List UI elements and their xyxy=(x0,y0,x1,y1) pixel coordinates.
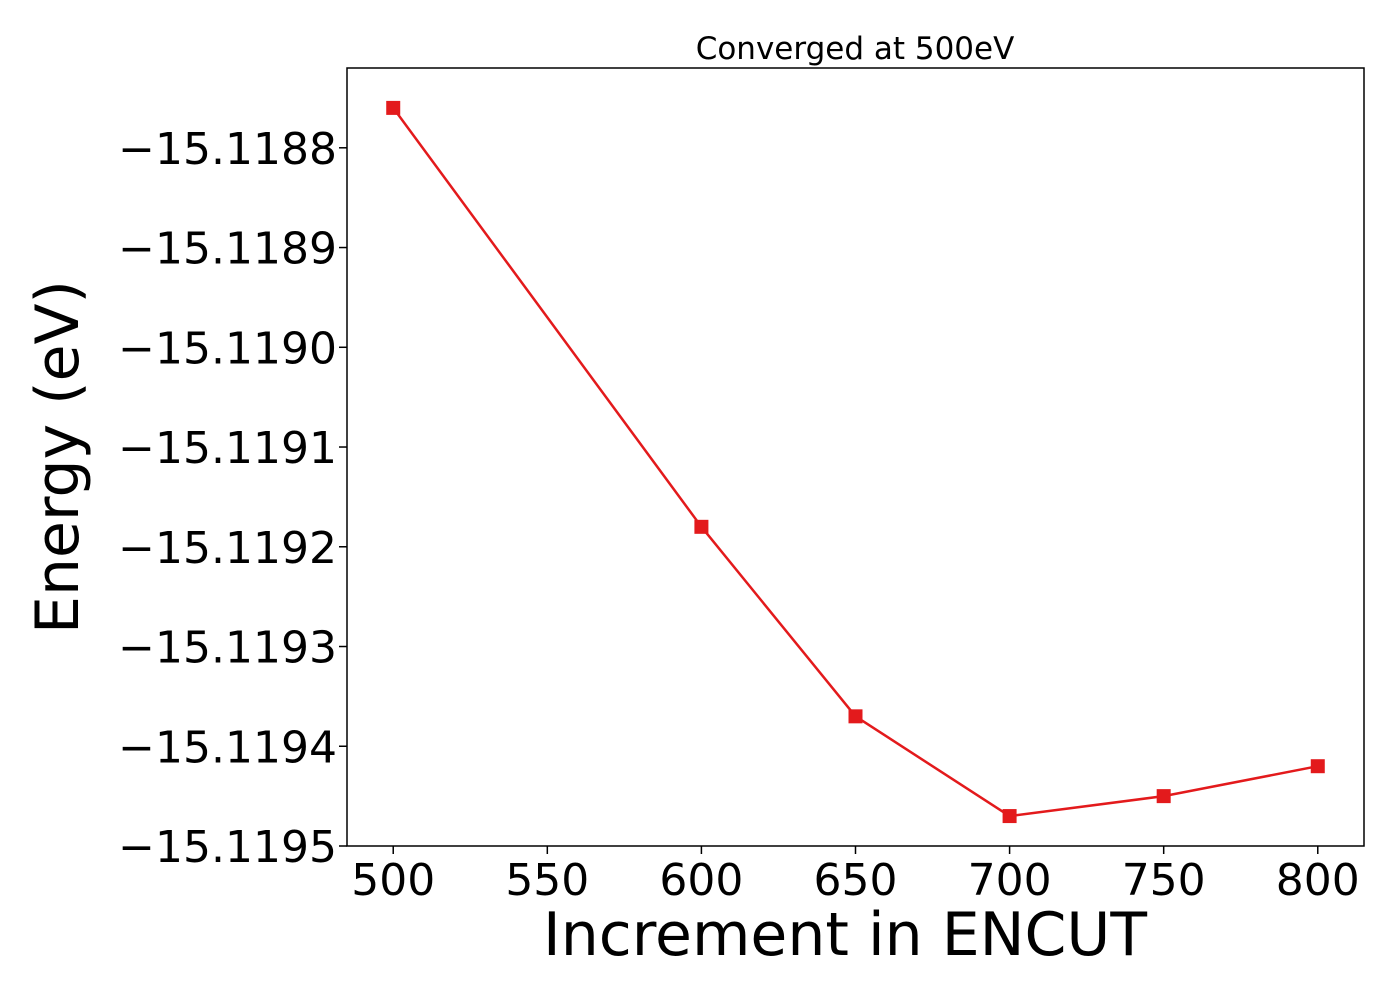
x-tick-label: 650 xyxy=(814,855,898,906)
chart-title: Converged at 500eV xyxy=(696,31,1015,67)
x-tick-label: 550 xyxy=(505,855,589,906)
y-tick-label: −15.1190 xyxy=(118,323,337,374)
y-tick-label: −15.1189 xyxy=(118,224,337,275)
x-axis-label: Increment in ENCUT xyxy=(543,900,1147,970)
x-tick-label: 700 xyxy=(968,855,1052,906)
series-group xyxy=(386,100,1325,824)
y-tick-label: −15.1195 xyxy=(118,822,337,873)
x-tick-label: 750 xyxy=(1122,855,1206,906)
y-axis-ticks: −15.1188 −15.1189 −15.1190 −15.1191 −15.1192… xyxy=(118,124,347,873)
y-tick-label: −15.1193 xyxy=(118,623,337,674)
x-tick-label: 500 xyxy=(351,855,435,906)
data-point-marker xyxy=(694,519,709,534)
y-tick-label: −15.1188 xyxy=(118,124,337,175)
y-axis-label: Energy (eV) xyxy=(23,280,93,634)
data-point-marker xyxy=(848,709,863,724)
series-line xyxy=(392,107,1319,818)
x-tick-label: 800 xyxy=(1276,855,1360,906)
x-tick-label: 600 xyxy=(659,855,743,906)
data-point-marker xyxy=(1156,789,1171,804)
y-tick-label: −15.1192 xyxy=(118,523,337,574)
data-point-marker xyxy=(386,100,401,115)
plot-area-frame xyxy=(346,67,1365,847)
y-tick-label: −15.1191 xyxy=(118,423,337,474)
data-point-marker xyxy=(1002,809,1017,824)
y-tick-label: −15.1194 xyxy=(118,722,337,773)
x-axis-ticks: 500 550 600 650 700 750 800 xyxy=(351,846,1360,906)
data-point-marker xyxy=(1310,759,1325,774)
